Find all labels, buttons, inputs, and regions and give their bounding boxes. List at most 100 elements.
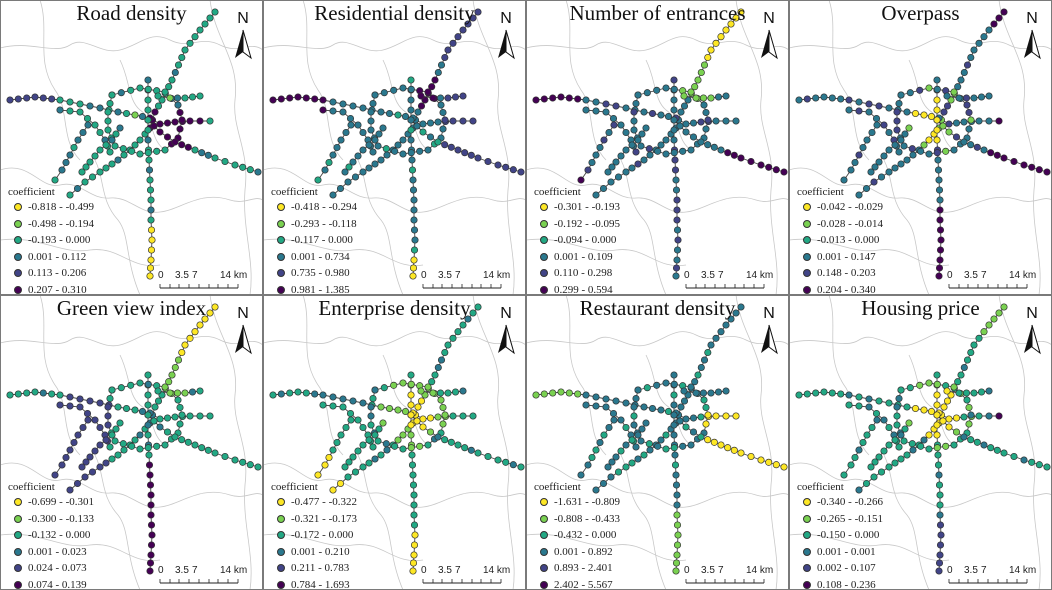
station-point — [662, 136, 670, 144]
station-point — [592, 402, 600, 410]
scale-tick-label: 7 — [455, 565, 461, 576]
station-point — [970, 94, 978, 102]
station-point — [630, 117, 638, 125]
station-point — [136, 136, 144, 144]
legend-item: -0.321 - -0.173 — [271, 511, 357, 528]
station-point — [565, 389, 573, 397]
legend: coefficient -0.340 - -0.266 -0.265 - -0.15… — [797, 481, 883, 590]
station-point — [648, 404, 657, 413]
station-point — [407, 431, 415, 439]
station-point — [772, 461, 780, 469]
station-point — [201, 315, 209, 323]
district-boundary — [94, 454, 141, 590]
station-point — [286, 94, 294, 102]
station-point — [582, 106, 590, 114]
station-point — [407, 106, 415, 114]
station-point — [178, 436, 186, 444]
station-point — [565, 94, 573, 102]
station-point — [410, 501, 418, 509]
station-point — [196, 387, 204, 395]
station-point — [1043, 463, 1051, 471]
station-point — [859, 438, 867, 447]
station-point — [367, 403, 375, 411]
station-point — [682, 415, 690, 423]
legend-range: 0.108 - 0.236 — [817, 578, 876, 590]
station-point — [439, 420, 447, 428]
station-point — [341, 168, 349, 176]
station-point — [409, 559, 418, 567]
district-boundary — [526, 533, 687, 562]
station-point — [980, 328, 988, 336]
station-point — [702, 403, 710, 412]
legend-item: 0.024 - 0.073 — [8, 560, 94, 577]
station-point — [714, 93, 723, 101]
station-point — [153, 147, 161, 155]
scale-tick-label: 7 — [981, 270, 987, 281]
station-point — [943, 387, 951, 395]
station-point — [444, 341, 452, 349]
station-point — [724, 444, 732, 452]
station-point — [630, 108, 638, 116]
station-point — [339, 403, 347, 411]
station-point — [144, 116, 152, 124]
legend-item: 0.113 - 0.206 — [8, 265, 94, 282]
station-point — [622, 146, 630, 154]
station-point — [880, 447, 888, 455]
station-point — [411, 531, 419, 539]
station-point — [96, 146, 104, 154]
station-point — [367, 421, 375, 429]
legend-swatch — [277, 580, 285, 589]
station-point — [664, 112, 673, 121]
station-point — [855, 107, 863, 115]
station-point — [933, 401, 941, 409]
station-point — [144, 85, 152, 93]
station-point — [670, 371, 678, 379]
district-boundary — [302, 295, 344, 456]
station-point — [682, 128, 690, 136]
station-point — [934, 461, 943, 469]
legend-swatch — [803, 498, 811, 507]
station-point — [654, 147, 662, 155]
station-point — [434, 433, 442, 441]
station-point — [1043, 168, 1051, 176]
station-point — [673, 501, 681, 509]
legend-swatch — [14, 498, 22, 507]
station-point — [700, 396, 708, 404]
station-point — [147, 541, 156, 549]
station-point — [79, 128, 87, 137]
station-point — [933, 391, 941, 399]
station-point — [901, 130, 909, 138]
station-point — [936, 226, 945, 234]
station-point — [211, 8, 219, 16]
station-point — [893, 403, 901, 411]
district-boundary — [789, 533, 950, 562]
station-point — [294, 388, 302, 396]
legend-range: 0.893 - 2.401 — [554, 562, 613, 575]
station-point — [600, 136, 608, 144]
station-point — [339, 100, 347, 108]
station-point — [939, 417, 947, 425]
station-point — [925, 431, 933, 439]
station-point — [867, 463, 875, 471]
station-point — [449, 334, 457, 342]
station-point — [178, 348, 186, 357]
station-point — [955, 389, 963, 397]
legend-swatch — [277, 269, 285, 278]
station-point — [246, 461, 254, 469]
station-point — [325, 453, 333, 462]
station-point — [502, 163, 510, 171]
station-point — [936, 256, 944, 264]
station-point — [78, 168, 86, 176]
station-point — [691, 378, 699, 386]
station-point — [909, 446, 917, 454]
district-boundary — [119, 354, 166, 446]
station-point — [963, 61, 972, 69]
station-point — [409, 176, 417, 184]
legend-swatch — [803, 531, 811, 540]
station-point — [147, 226, 156, 234]
panel-title: Number of entrances — [569, 1, 746, 25]
station-point — [780, 463, 788, 471]
station-point — [407, 126, 415, 134]
station-point — [146, 481, 155, 489]
station-point — [380, 89, 388, 97]
